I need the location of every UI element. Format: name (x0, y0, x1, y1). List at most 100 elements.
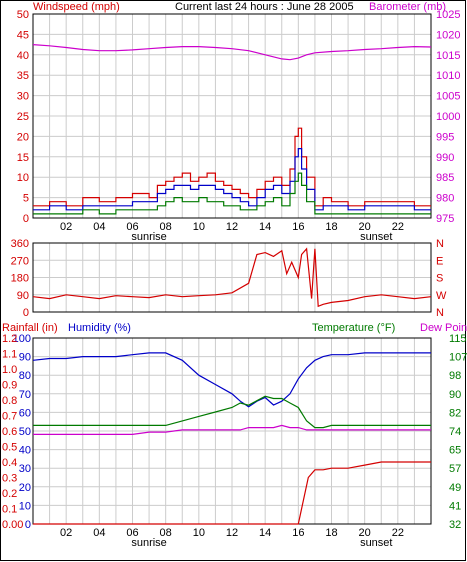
series-line (33, 127, 431, 207)
hour-tick-label: 10 (193, 221, 205, 233)
barometer-tick-label: 975 (436, 213, 454, 225)
hour-tick-label: 20 (359, 527, 371, 539)
temperature-tick-label: 115 (449, 333, 467, 345)
hour-tick-label: 16 (292, 527, 304, 539)
temperature-tick-label: 49 (449, 482, 461, 494)
temperature-label: Temperature (°F) (312, 322, 395, 334)
barometer-tick-label: 1000 (436, 111, 460, 123)
temperature-tick-label: 107 (449, 352, 467, 364)
temperature-tick-label: 57 (449, 463, 461, 475)
humidity-tick-label: 20 (19, 482, 31, 494)
temperature-tick-label: 98 (449, 370, 461, 382)
panel2-frame (32, 242, 432, 313)
windspeed-tick-label: 30 (17, 91, 29, 103)
hour-tick-label: 20 (359, 221, 371, 233)
compass-label: W (436, 290, 447, 302)
compass-label: N (436, 307, 444, 319)
windspeed-tick-label: 40 (17, 50, 29, 62)
hour-tick-label: 18 (325, 527, 337, 539)
rainfall-label: Rainfall (in) (2, 322, 58, 334)
temperature-tick-label: 82 (449, 407, 461, 419)
rain-tick-label: 0.1 (2, 504, 17, 516)
hour-tick-label: 06 (126, 221, 138, 233)
series-line (33, 148, 431, 211)
hour-tick-label: 08 (160, 527, 172, 539)
series-line (33, 172, 431, 215)
direction-tick-label: 90 (17, 290, 29, 302)
rain-tick-label: 1.1 (2, 349, 17, 361)
direction-tick-label: 360 (11, 238, 29, 250)
temperature-tick-label: 65 (449, 445, 461, 457)
series-line (33, 461, 431, 525)
hour-tick-label: 22 (392, 221, 404, 233)
sunset-label: sunset (360, 231, 392, 243)
series-line (33, 424, 431, 435)
rain-tick-label: 0.2 (2, 488, 17, 500)
humidity-tick-label: 0 (25, 519, 31, 531)
windspeed-tick-label: 0 (23, 213, 29, 225)
humidity-tick-label: 30 (19, 463, 31, 475)
barometer-tick-label: 1020 (436, 29, 460, 41)
barometer-tick-label: 1005 (436, 91, 460, 103)
rain-tick-label: 0.7 (2, 411, 17, 423)
rain-tick-label: 0.00 (2, 519, 23, 531)
windspeed-tick-label: 5 (23, 193, 29, 205)
humidity-temp-panel: 0 10 20 30 40 50 60 70 80 90 100 0.00 0.1 0.2 0.3 0.4 0.… (2, 333, 467, 549)
compass-label: N (436, 238, 444, 250)
humidity-tick-label: 60 (19, 407, 31, 419)
barometer-tick-label: 995 (436, 131, 454, 143)
temperature-tick-label: 90 (449, 389, 461, 401)
compass-label: S (436, 273, 443, 285)
windspeed-tick-label: 35 (17, 70, 29, 82)
windspeed-tick-label: 10 (17, 172, 29, 184)
hour-tick-label: 06 (126, 527, 138, 539)
hour-tick-label: 16 (292, 221, 304, 233)
windspeed-title: Windspeed (mph) (33, 1, 120, 13)
rain-tick-label: 0.4 (2, 457, 17, 469)
hour-tick-label: 14 (259, 527, 271, 539)
wind-direction-panel: 0 N 90 W 180 S 270 E 360 N (11, 238, 447, 319)
humidity-tick-label: 40 (19, 445, 31, 457)
temperature-tick-label: 41 (449, 500, 461, 512)
humidity-tick-label: 10 (19, 500, 31, 512)
hour-tick-label: 04 (93, 527, 105, 539)
humidity-tick-label: 80 (19, 370, 31, 382)
hour-tick-label: 02 (60, 527, 72, 539)
direction-tick-label: 270 (11, 255, 29, 267)
sunrise-label: sunrise (131, 537, 166, 549)
barometer-tick-label: 980 (436, 193, 454, 205)
direction-tick-label: 0 (23, 307, 29, 319)
barometer-tick-label: 990 (436, 152, 454, 164)
hour-tick-label: 22 (392, 527, 404, 539)
windspeed-tick-label: 15 (17, 152, 29, 164)
windspeed-tick-label: 50 (17, 9, 29, 21)
temperature-tick-label: 32 (449, 519, 461, 531)
barometer-tick-label: 985 (436, 172, 454, 184)
hour-tick-label: 18 (325, 221, 337, 233)
direction-tick-label: 180 (11, 273, 29, 285)
hour-tick-label: 04 (93, 221, 105, 233)
windspeed-tick-label: 25 (17, 111, 29, 123)
hour-tick-label: 02 (60, 221, 72, 233)
series-line (32, 44, 432, 61)
humidity-tick-label: 90 (19, 352, 31, 364)
hour-tick-label: 08 (160, 221, 172, 233)
rain-tick-label: 1.0 (2, 364, 17, 376)
sunset-label: sunset (360, 537, 392, 549)
chart-title: Current last 24 hours : June 28 2005 (175, 1, 354, 13)
panel1-frame (32, 13, 432, 219)
hour-tick-label: 12 (226, 527, 238, 539)
dewpoint-label: Dew Point (420, 322, 467, 334)
sunrise-label: sunrise (131, 231, 166, 243)
rain-tick-label: 1.2 (2, 333, 17, 345)
rain-tick-label: 0.3 (2, 473, 17, 485)
windspeed-tick-label: 20 (17, 131, 29, 143)
series-line (33, 395, 431, 429)
rain-tick-label: 0.9 (2, 380, 17, 392)
compass-label: E (436, 255, 443, 267)
wind-barometer-panel: 0510152025303540455097598098599099510001… (17, 9, 461, 243)
hour-tick-label: 12 (226, 221, 238, 233)
humidity-tick-label: 50 (19, 426, 31, 438)
